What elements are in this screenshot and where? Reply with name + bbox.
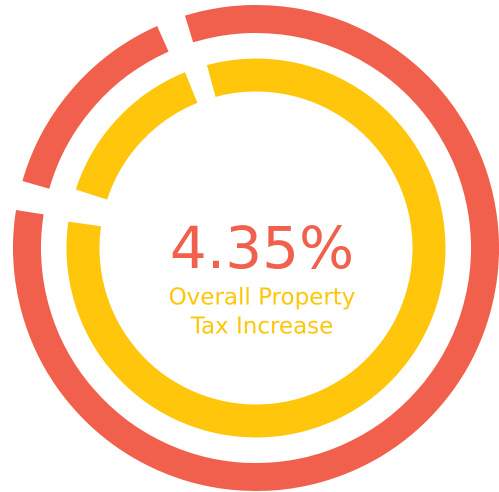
inner-ring-segment (75, 72, 198, 200)
inner-ring (66, 58, 446, 438)
headline-value: 4.35% (170, 214, 354, 282)
outer-ring-segment (22, 26, 169, 189)
outer-ring (13, 5, 499, 491)
headline-label: Tax Increase (190, 314, 334, 340)
rings (13, 5, 499, 491)
headline-label: Overall Property (169, 285, 356, 311)
